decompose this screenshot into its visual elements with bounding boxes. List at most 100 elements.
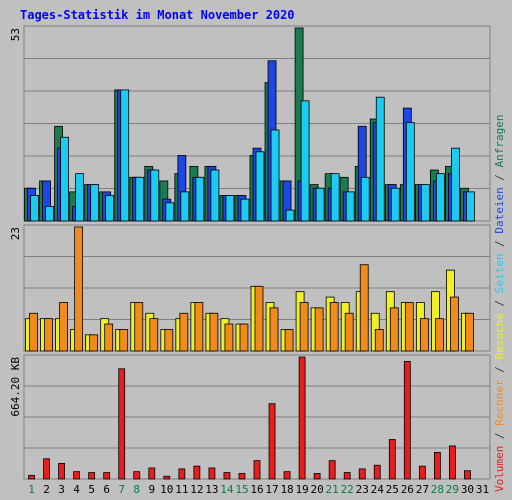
bar-volumen-day-28 bbox=[433, 451, 441, 480]
x-tick-label-day-17: 17 bbox=[265, 483, 278, 496]
legend-entry-3: / bbox=[493, 360, 506, 380]
bar-seiten-day-4 bbox=[75, 173, 85, 222]
x-tick-label-day-20: 20 bbox=[311, 483, 324, 496]
panel-volume: 664.20 KB bbox=[9, 354, 491, 480]
bar-volumen-day-8 bbox=[133, 471, 141, 480]
x-tick-label-day-14: 14 bbox=[220, 483, 234, 496]
bar-rechner-day-25 bbox=[389, 307, 399, 352]
bar-seiten-day-10 bbox=[165, 202, 175, 222]
bar-rechner-day-9 bbox=[149, 318, 159, 352]
x-tick-label-day-2: 2 bbox=[43, 483, 50, 496]
bar-seiten-day-25 bbox=[390, 187, 400, 222]
bar-rechner-day-23 bbox=[359, 264, 369, 352]
bar-volumen-day-11 bbox=[178, 468, 186, 480]
bar-volumen-day-24 bbox=[373, 464, 381, 480]
y-axis-max-label-visits: 23 bbox=[9, 227, 22, 240]
bar-rechner-day-13 bbox=[209, 312, 219, 352]
x-tick-label-day-19: 19 bbox=[295, 483, 308, 496]
x-tick-label-day-15: 15 bbox=[235, 483, 248, 496]
bar-volumen-day-13 bbox=[208, 467, 216, 480]
bar-rechner-day-29 bbox=[450, 296, 459, 352]
bar-seiten-day-1 bbox=[30, 195, 39, 222]
x-tick-label-day-3: 3 bbox=[58, 483, 65, 496]
bar-rechner-day-1 bbox=[29, 312, 38, 352]
bar-seiten-day-30 bbox=[466, 191, 475, 222]
bar-seiten-day-6 bbox=[105, 195, 115, 222]
bar-volumen-day-15 bbox=[238, 473, 246, 480]
bar-seiten-day-27 bbox=[420, 184, 430, 222]
bar-rechner-day-21 bbox=[329, 302, 339, 352]
y-axis-max-label-volume: 664.20 KB bbox=[9, 357, 22, 417]
bar-rechner-day-10 bbox=[164, 329, 174, 352]
x-tick-label-day-18: 18 bbox=[280, 483, 293, 496]
bar-volumen-day-12 bbox=[193, 465, 201, 480]
x-tick-label-day-7: 7 bbox=[118, 483, 125, 496]
bar-rechner-day-2 bbox=[44, 318, 53, 352]
x-tick-label-day-24: 24 bbox=[371, 483, 385, 496]
x-tick-label-day-31: 31 bbox=[476, 483, 489, 496]
bar-seiten-day-28 bbox=[435, 173, 445, 222]
bar-volumen-day-14 bbox=[223, 472, 231, 480]
x-tick-label-day-22: 22 bbox=[341, 483, 354, 496]
legend-entry-9: / bbox=[493, 167, 506, 187]
bar-seiten-day-26 bbox=[405, 122, 415, 222]
bar-volumen-day-7 bbox=[118, 368, 126, 480]
x-tick-label-day-13: 13 bbox=[205, 483, 218, 496]
bar-seiten-day-21 bbox=[330, 173, 340, 222]
x-tick-label-day-30: 30 bbox=[461, 483, 474, 496]
bar-rechner-day-14 bbox=[224, 323, 234, 352]
bar-rechner-day-27 bbox=[419, 318, 429, 352]
bar-volumen-day-18 bbox=[283, 471, 291, 480]
legend-entry-2: Rechner bbox=[493, 379, 506, 426]
legend-entry-7: / bbox=[493, 234, 506, 254]
legend-entry-10: Anfragen bbox=[493, 114, 506, 167]
x-tick-label-day-28: 28 bbox=[431, 483, 444, 496]
chart-title: Tages-Statistik im Monat November 2020 bbox=[20, 8, 295, 22]
legend-entry-5: / bbox=[493, 293, 506, 313]
bar-volumen-day-27 bbox=[418, 465, 426, 480]
bar-rechner-day-26 bbox=[404, 302, 414, 352]
x-tick-label-day-8: 8 bbox=[133, 483, 140, 496]
bar-seiten-day-8 bbox=[135, 176, 145, 222]
bar-seiten-day-9 bbox=[150, 169, 160, 222]
legend-entry-0: Volumen bbox=[493, 446, 506, 492]
bar-seiten-day-24 bbox=[375, 96, 385, 222]
legend-entry-1: / bbox=[493, 426, 506, 446]
bar-volumen-day-29 bbox=[449, 445, 456, 480]
bar-rechner-day-4 bbox=[74, 226, 84, 352]
bar-seiten-day-15 bbox=[240, 198, 250, 222]
bar-volumen-day-1 bbox=[28, 474, 35, 480]
bar-rechner-day-3 bbox=[59, 302, 68, 352]
x-tick-label-day-6: 6 bbox=[103, 483, 110, 496]
right-legend: Volumen / Rechner / Besuche / Seiten / D… bbox=[493, 114, 506, 492]
bar-volumen-day-22 bbox=[343, 472, 351, 480]
bar-rechner-day-28 bbox=[434, 318, 444, 352]
bar-rechner-day-6 bbox=[104, 323, 114, 352]
legend-entry-6: Seiten bbox=[493, 254, 506, 294]
bar-volumen-day-21 bbox=[328, 460, 336, 480]
bar-rechner-day-11 bbox=[179, 312, 189, 352]
bar-rechner-day-5 bbox=[89, 334, 99, 352]
x-tick-label-day-29: 29 bbox=[446, 483, 459, 496]
bar-volumen-day-20 bbox=[313, 473, 321, 480]
x-tick-label-day-10: 10 bbox=[160, 483, 173, 496]
x-axis-day-labels: 1 2 3 4 5 6 7 8 9 10 11 12 13 14 15 16 17 18 19 20 21 22 23 24 2… bbox=[28, 483, 489, 496]
bar-rechner-day-12 bbox=[194, 302, 204, 352]
x-tick-label-day-26: 26 bbox=[401, 483, 414, 496]
bar-volumen-day-30 bbox=[464, 470, 471, 480]
bar-seiten-day-7 bbox=[120, 89, 130, 222]
bar-rechner-day-19 bbox=[299, 302, 309, 352]
bar-rechner-day-30 bbox=[465, 312, 474, 352]
bar-volumen-day-23 bbox=[358, 468, 366, 480]
bar-volumen-day-5 bbox=[88, 472, 96, 480]
legend-entry-4: Besuche bbox=[493, 313, 506, 359]
bar-rechner-day-18 bbox=[284, 329, 294, 352]
bar-seiten-day-17 bbox=[270, 129, 280, 222]
panel-visits: 23 bbox=[9, 224, 491, 352]
plot-area: 53 23 664.20 KB bbox=[9, 25, 491, 480]
bar-volumen-day-6 bbox=[103, 472, 111, 480]
bar-seiten-day-16 bbox=[255, 151, 265, 222]
bar-rechner-day-16 bbox=[254, 285, 264, 352]
bar-volumen-day-3 bbox=[58, 462, 65, 480]
